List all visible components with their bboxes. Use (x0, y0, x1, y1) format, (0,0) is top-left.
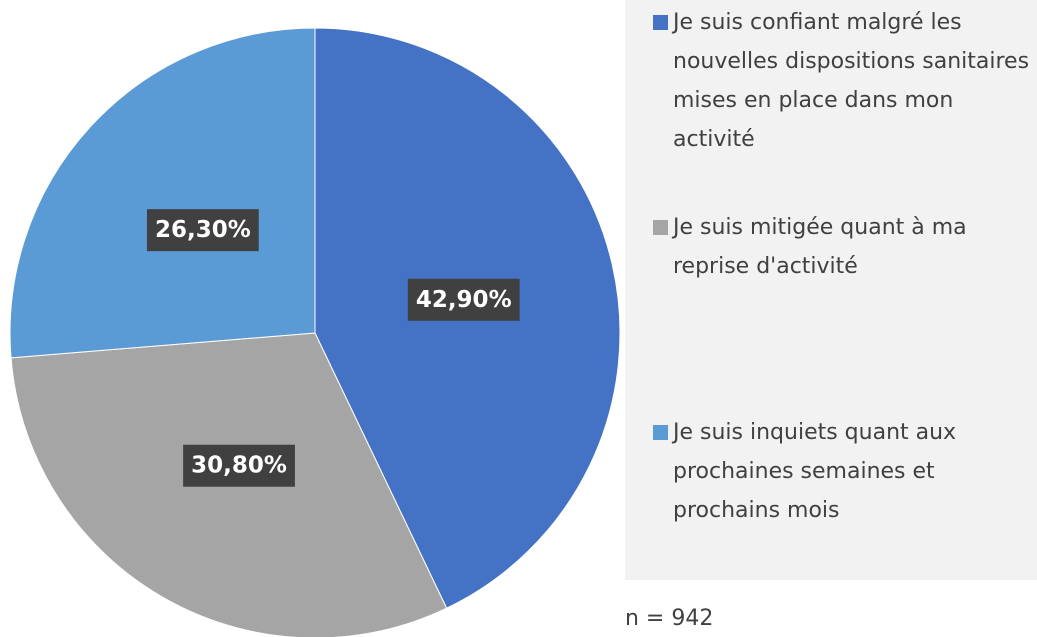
legend-item: Je suis confiant malgré les nouvelles di… (653, 3, 1035, 159)
pie-slice (9, 27, 316, 359)
data-label: 30,80% (183, 444, 295, 487)
data-label: 42,90% (407, 278, 520, 321)
legend-label: Je suis confiant malgré les nouvelles di… (673, 10, 1030, 152)
pie-area: 42,90% 30,80% 26,30% (9, 27, 621, 637)
legend-swatch (653, 220, 668, 235)
data-label-box (146, 209, 259, 252)
legend-item: Je suis inquiets quant aux prochaines se… (653, 413, 1035, 530)
data-label-box (407, 278, 520, 321)
data-label-text: 30,80% (191, 453, 287, 479)
legend-label: Je suis mitigée quant à ma reprise d'act… (673, 215, 967, 279)
legend: Je suis confiant malgré les nouvelles di… (625, 0, 1037, 580)
data-label-text: 42,90% (416, 287, 512, 313)
legend-label: Je suis inquiets quant aux prochaines se… (673, 420, 957, 523)
data-label: 26,30% (146, 209, 259, 252)
data-label-text: 26,30% (155, 217, 251, 243)
annotation: n = 942 (625, 606, 714, 631)
legend-swatch (653, 425, 668, 440)
legend-item: Je suis mitigée quant à ma reprise d'act… (653, 208, 1035, 286)
legend-swatch (653, 15, 668, 30)
data-label-box (183, 444, 295, 487)
